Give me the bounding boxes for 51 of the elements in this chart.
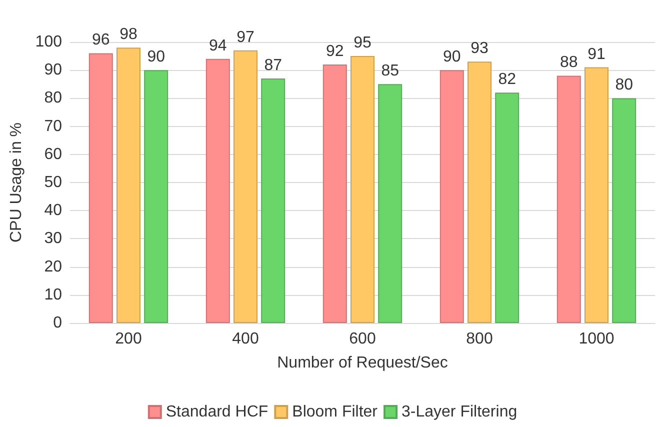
y-tick-label: 50 — [44, 174, 62, 191]
data-label: 90 — [147, 48, 166, 66]
y-tick-label: 0 — [53, 314, 62, 332]
y-tick-label: 10 — [44, 286, 62, 304]
data-label: 80 — [615, 76, 634, 94]
data-label: 82 — [498, 71, 516, 88]
y-tick-label: 30 — [44, 230, 62, 248]
bar — [206, 58, 230, 323]
data-label: 94 — [209, 37, 227, 54]
data-label: 87 — [264, 57, 282, 74]
data-label: 90 — [443, 48, 461, 66]
x-tick-label: 400 — [232, 330, 259, 348]
bar — [88, 53, 113, 323]
x-tick-label: 600 — [349, 330, 376, 348]
x-tick-label: 200 — [115, 330, 142, 348]
data-label: 92 — [326, 42, 344, 60]
y-axis-title: CPU Usage in % — [8, 122, 25, 243]
data-label: 91 — [588, 46, 606, 63]
x-axis-title: Number of Request/Sec — [277, 354, 448, 372]
bar — [556, 76, 581, 323]
y-tick-label: 80 — [44, 90, 62, 107]
y-tick-label: 20 — [44, 258, 62, 276]
x-tick-label: 800 — [466, 330, 493, 348]
y-tick-label: 40 — [44, 202, 62, 220]
legend-label: 3-Layer Filtering — [402, 404, 518, 420]
bar — [468, 62, 492, 323]
legend-label: Bloom Filter — [292, 404, 378, 420]
data-label: 98 — [120, 26, 138, 44]
bar — [261, 78, 286, 323]
y-tick-label: 100 — [35, 34, 62, 50]
bar — [378, 84, 402, 323]
y-tick-label: 90 — [44, 62, 62, 79]
data-label: 93 — [470, 40, 488, 58]
bar — [234, 50, 258, 323]
bar — [144, 70, 168, 323]
bar — [495, 92, 520, 323]
x-tick-label: 1000 — [578, 330, 614, 348]
y-tick-label: 60 — [44, 146, 62, 163]
data-label: 85 — [381, 62, 400, 80]
bar — [584, 67, 608, 323]
legend-label: Standard HCF — [166, 404, 268, 420]
data-label: 96 — [92, 32, 110, 49]
bar — [116, 48, 140, 323]
bar — [440, 70, 464, 323]
data-label: 88 — [560, 54, 578, 72]
bar — [350, 56, 374, 323]
bar — [322, 64, 347, 323]
bar — [612, 98, 636, 323]
data-label: 95 — [354, 34, 372, 52]
data-label: 97 — [236, 28, 254, 46]
y-tick-label: 70 — [44, 118, 62, 135]
